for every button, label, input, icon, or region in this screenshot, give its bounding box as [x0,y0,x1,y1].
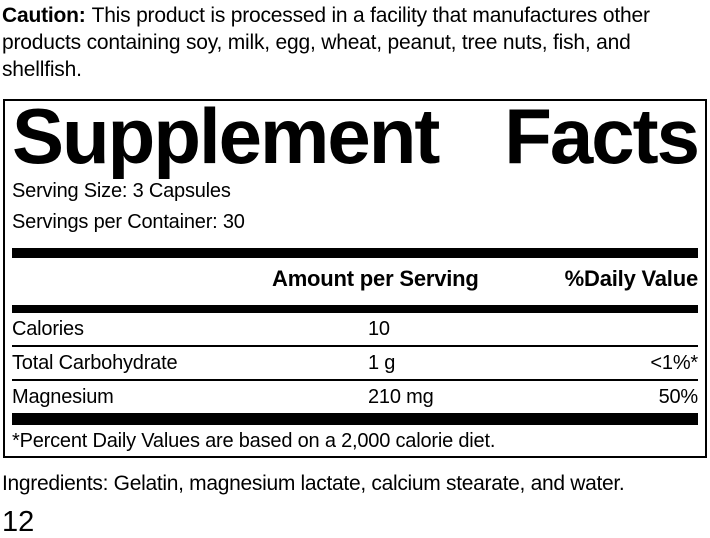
row-amount: 10 [368,318,390,340]
caution-text-line-2: products containing soy, milk, egg, whea… [2,31,631,54]
page-number: 12 [2,506,35,538]
thick-divider-top [12,248,698,258]
row-daily-value: <1%* [650,352,698,374]
ingredients-text: Ingredients: Gelatin, magnesium lactate,… [2,472,625,495]
panel-title: Supplement Facts [12,92,700,180]
caution-label: Caution: [2,4,86,27]
row-label: Total Carbohydrate [12,352,178,374]
caution-text-line-3: shellfish. [2,58,82,81]
amount-per-serving-header: Amount per Serving [272,266,479,291]
table-row-magnesium: Magnesium 210 mg 50% [12,381,698,413]
table-row-total-carbohydrate: Total Carbohydrate 1 g <1%* [12,347,698,381]
row-label: Calories [12,318,84,340]
row-label: Magnesium [12,386,114,408]
caution-line: Caution: This product is processed in a f… [2,2,706,29]
table-column-headers: Amount per Serving %Daily Value [12,267,698,291]
title-word-supplement: Supplement [12,92,440,180]
thick-divider-bottom [12,413,698,425]
daily-value-footnote: *Percent Daily Values are based on a 2,0… [12,430,496,452]
daily-value-header: %Daily Value [564,266,699,291]
row-daily-value: 50% [658,386,699,408]
supplement-facts-panel: Supplement Facts Serving Size: 3 Capsule… [3,92,707,458]
title-word-facts: Facts [504,92,700,180]
thick-divider-header [12,305,698,313]
serving-size: Serving Size: 3 Capsules [12,180,231,202]
servings-per-container: Servings per Container: 30 [12,211,245,233]
row-amount: 210 mg [368,386,434,408]
row-amount: 1 g [368,352,396,374]
row-daily-value [588,313,698,345]
table-row-calories: Calories 10 [12,313,698,347]
caution-text-line-1: This product is processed in a facility … [91,4,650,27]
caution-paragraph: Caution: This product is processed in a f… [0,0,710,83]
